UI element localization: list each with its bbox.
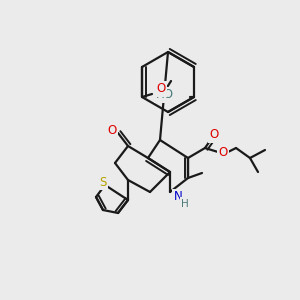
Text: S: S — [99, 176, 107, 188]
Text: O: O — [218, 146, 228, 158]
Text: H: H — [181, 199, 189, 209]
Text: O: O — [107, 124, 117, 136]
Text: O: O — [156, 82, 166, 95]
Text: N: N — [174, 190, 183, 203]
Text: O: O — [209, 128, 219, 142]
Text: HO: HO — [156, 88, 174, 101]
